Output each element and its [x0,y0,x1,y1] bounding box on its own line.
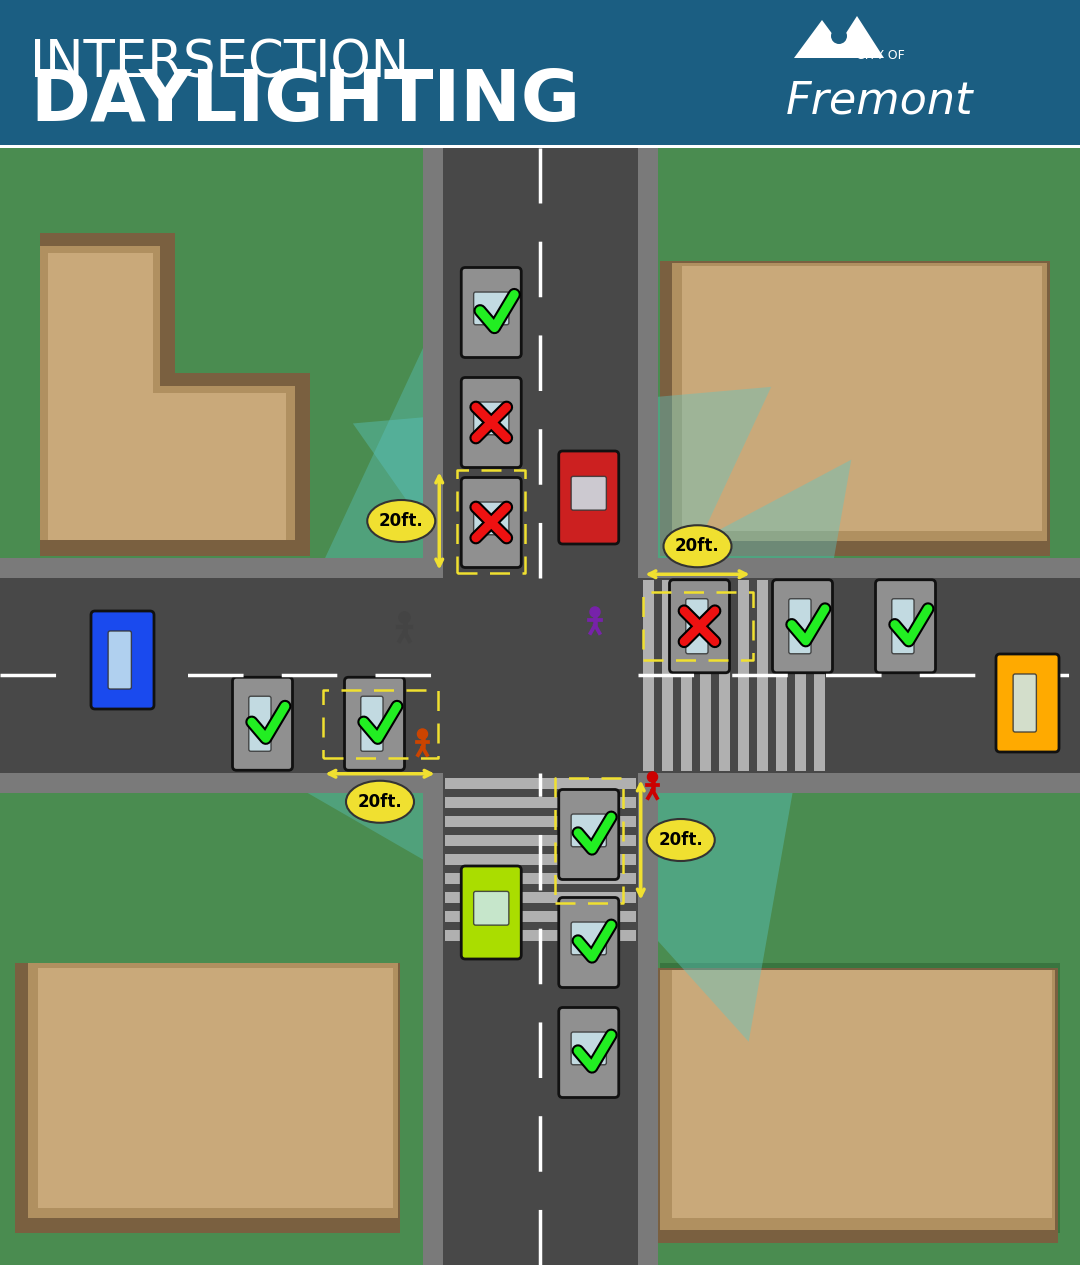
Text: INTERSECTION: INTERSECTION [30,38,409,89]
Bar [738,579,748,770]
Bar [445,911,635,921]
Bar [0,578,1080,773]
FancyBboxPatch shape [686,598,708,654]
FancyBboxPatch shape [558,897,619,988]
FancyBboxPatch shape [474,892,509,925]
Bar [445,892,635,902]
Bar [0,558,1080,792]
Polygon shape [831,16,885,58]
Bar [660,963,1059,1233]
FancyBboxPatch shape [474,402,509,435]
Bar [38,968,393,1208]
Bar [680,579,691,770]
Bar [443,148,637,1265]
Text: Fremont: Fremont [786,78,974,121]
Bar [700,579,711,770]
Polygon shape [224,328,648,774]
FancyBboxPatch shape [91,611,154,708]
Bar [660,970,1055,1230]
Circle shape [648,772,658,782]
Text: CITY OF: CITY OF [855,49,904,62]
FancyBboxPatch shape [461,477,522,568]
Bar [718,579,729,770]
Polygon shape [794,20,850,58]
Bar [775,579,786,770]
Text: 20ft.: 20ft. [357,793,403,811]
Bar [15,963,400,1233]
Bar [445,797,635,807]
Polygon shape [40,245,295,539]
FancyBboxPatch shape [876,579,935,673]
Text: 20ft.: 20ft. [675,538,720,555]
Bar [445,854,635,864]
Ellipse shape [367,500,435,541]
FancyBboxPatch shape [558,789,619,879]
Bar [672,970,1052,1218]
FancyBboxPatch shape [361,696,383,751]
Bar [813,579,824,770]
Text: DAYLIGHTING: DAYLIGHTING [30,67,580,137]
Bar [672,263,1047,540]
FancyBboxPatch shape [461,867,522,959]
Circle shape [418,729,428,739]
FancyBboxPatch shape [996,654,1059,751]
Bar [445,816,635,826]
Polygon shape [197,517,609,968]
FancyBboxPatch shape [345,677,405,770]
Circle shape [831,28,847,44]
FancyBboxPatch shape [571,1032,606,1065]
Text: 20ft.: 20ft. [379,512,423,530]
Polygon shape [379,517,594,781]
Bar [795,579,806,770]
Bar [28,963,399,1218]
Bar [445,873,635,883]
FancyBboxPatch shape [232,677,293,770]
FancyBboxPatch shape [892,598,914,654]
Polygon shape [428,459,851,1041]
FancyBboxPatch shape [474,292,509,325]
Ellipse shape [663,525,731,567]
Bar [0,148,1080,1265]
Bar [660,261,1050,555]
Bar [445,930,635,940]
FancyBboxPatch shape [670,579,729,673]
FancyBboxPatch shape [571,815,606,846]
Ellipse shape [346,781,414,822]
FancyBboxPatch shape [772,579,833,673]
FancyBboxPatch shape [461,267,522,358]
Bar [445,778,635,788]
FancyBboxPatch shape [108,631,132,689]
Circle shape [590,607,600,617]
FancyBboxPatch shape [571,477,606,510]
Bar [0,0,1080,148]
Text: 20ft.: 20ft. [659,831,703,849]
Ellipse shape [647,818,715,861]
Bar [422,148,658,1265]
FancyBboxPatch shape [474,502,509,535]
FancyBboxPatch shape [571,922,606,955]
FancyBboxPatch shape [788,598,811,654]
Circle shape [399,612,410,624]
FancyBboxPatch shape [1013,674,1037,732]
Bar [661,579,673,770]
Bar [681,266,1042,530]
Bar [0,145,1080,148]
Polygon shape [397,587,648,700]
Polygon shape [48,253,286,539]
FancyBboxPatch shape [461,377,522,468]
Bar [643,579,653,770]
Polygon shape [353,387,771,768]
Polygon shape [40,233,310,555]
Bar [445,835,635,845]
Bar [756,579,768,770]
FancyBboxPatch shape [248,696,271,751]
Bar [648,968,1058,1243]
FancyBboxPatch shape [558,452,619,544]
FancyBboxPatch shape [558,1007,619,1098]
